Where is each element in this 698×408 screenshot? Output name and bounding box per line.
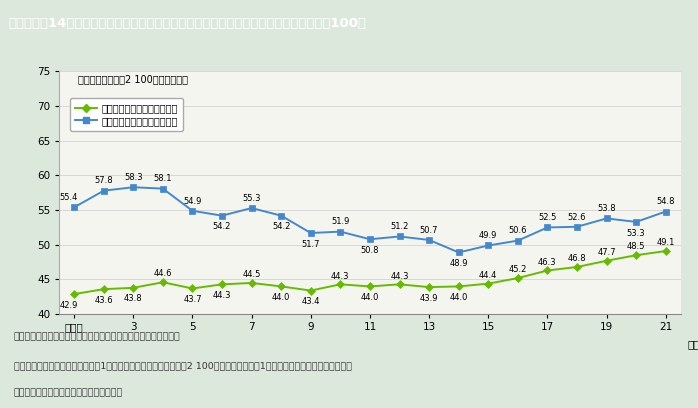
Text: 54.8: 54.8 bbox=[657, 197, 675, 206]
Text: 47.7: 47.7 bbox=[597, 248, 616, 257]
Text: 43.7: 43.7 bbox=[183, 295, 202, 304]
Text: 45.2: 45.2 bbox=[509, 265, 527, 274]
Text: 50.6: 50.6 bbox=[509, 226, 527, 235]
Text: 44.0: 44.0 bbox=[450, 293, 468, 302]
Text: 55.3: 55.3 bbox=[242, 194, 261, 203]
Text: 53.3: 53.3 bbox=[627, 228, 646, 237]
Text: 49.9: 49.9 bbox=[479, 231, 498, 240]
Text: 46.8: 46.8 bbox=[567, 254, 586, 263]
Text: 57.8: 57.8 bbox=[94, 177, 113, 186]
Text: 44.3: 44.3 bbox=[390, 271, 409, 281]
Text: 52.6: 52.6 bbox=[567, 213, 586, 222]
Text: 48.5: 48.5 bbox=[627, 242, 646, 251]
Text: 48.9: 48.9 bbox=[450, 259, 468, 268]
Text: 50.8: 50.8 bbox=[361, 246, 379, 255]
Text: 42.9: 42.9 bbox=[59, 301, 77, 310]
Text: 第１－２－14図　労働者の１時間当たり平均所定内給与格差の推移（男性一般労働者＝100）: 第１－２－14図 労働者の１時間当たり平均所定内給与格差の推移（男性一般労働者＝… bbox=[8, 17, 366, 30]
Text: （年）: （年） bbox=[688, 339, 698, 349]
Text: 44.3: 44.3 bbox=[331, 271, 350, 281]
Text: 44.3: 44.3 bbox=[213, 291, 231, 300]
Text: 54.2: 54.2 bbox=[213, 222, 231, 231]
Text: 男性一般労働者を2 100とした場合の: 男性一般労働者を2 100とした場合の bbox=[78, 74, 188, 84]
Text: 44.5: 44.5 bbox=[242, 270, 261, 279]
Text: 43.6: 43.6 bbox=[94, 296, 113, 305]
Text: （備考）　１．厚生労働省「賃金構造基本統計調査」より作成。: （備考） １．厚生労働省「賃金構造基本統計調査」より作成。 bbox=[14, 333, 181, 341]
Text: 55.4: 55.4 bbox=[59, 193, 77, 202]
Text: 44.4: 44.4 bbox=[479, 271, 498, 280]
Text: ２．男性一般労働者の1時間当たり平均所定内給与額を2 100として，各区分の1時間当たり平均所定内給与額の水: ２．男性一般労働者の1時間当たり平均所定内給与額を2 100として，各区分の1時… bbox=[14, 361, 352, 370]
Text: 51.2: 51.2 bbox=[390, 222, 409, 231]
Text: 54.2: 54.2 bbox=[272, 222, 290, 231]
Text: 43.4: 43.4 bbox=[302, 297, 320, 306]
Text: 51.9: 51.9 bbox=[331, 217, 350, 226]
Text: 44.0: 44.0 bbox=[361, 293, 379, 302]
Text: 43.9: 43.9 bbox=[420, 294, 438, 303]
Text: 53.8: 53.8 bbox=[597, 204, 616, 213]
Text: 50.7: 50.7 bbox=[420, 226, 438, 235]
Legend: 女性短時間労働者の給与水準, 男性短時間労働者の給与水準: 女性短時間労働者の給与水準, 男性短時間労働者の給与水準 bbox=[70, 98, 183, 131]
Text: 58.3: 58.3 bbox=[124, 173, 142, 182]
Text: 44.0: 44.0 bbox=[272, 293, 290, 302]
Text: 46.3: 46.3 bbox=[538, 257, 557, 267]
Text: 54.9: 54.9 bbox=[184, 197, 202, 206]
Text: 準を算出したものである。: 準を算出したものである。 bbox=[14, 388, 124, 397]
Text: 52.5: 52.5 bbox=[538, 213, 556, 222]
Text: 49.1: 49.1 bbox=[657, 238, 675, 247]
Text: 51.7: 51.7 bbox=[302, 239, 320, 248]
Text: 43.8: 43.8 bbox=[124, 295, 142, 304]
Text: 58.1: 58.1 bbox=[154, 174, 172, 184]
Text: 44.6: 44.6 bbox=[154, 269, 172, 278]
